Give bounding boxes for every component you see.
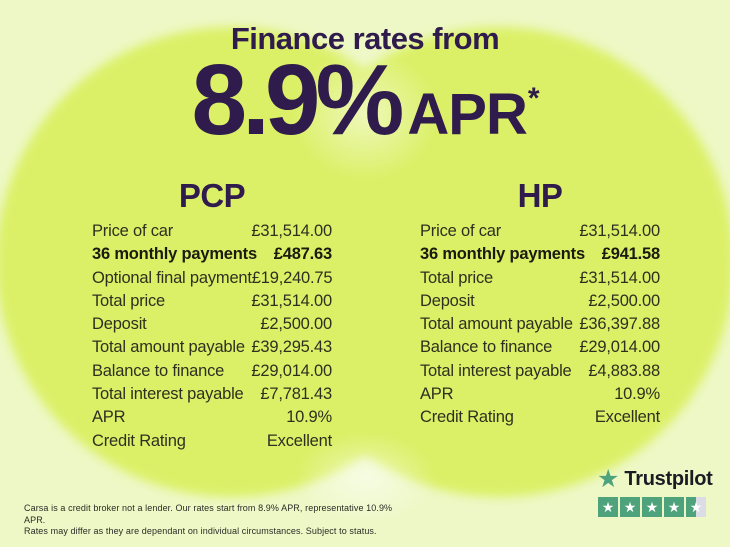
finance-row: Credit Rating Excellent	[420, 408, 660, 431]
trustpilot-star-icon: ★	[597, 465, 620, 493]
finance-row: Total price £31,514.00	[420, 269, 660, 292]
finance-row-label: APR	[420, 385, 454, 404]
finance-row-label: Total amount payable	[92, 338, 245, 357]
finance-row-label: Price of car	[420, 222, 502, 240]
finance-row-value: £31,514.00	[251, 291, 332, 310]
finance-row-label: 36 monthly payments	[92, 245, 257, 264]
finance-row-value: £2,500.00	[260, 315, 332, 334]
rating-star: ★	[620, 497, 640, 517]
hp-column: HP Price of car £31,514.00 36 monthly paym…	[420, 178, 660, 432]
finance-row-value: £19,240.75	[251, 268, 333, 287]
finance-row-label: Total price	[92, 291, 166, 310]
finance-row-label: Credit Rating	[420, 408, 514, 427]
rate-value: 8.9%	[191, 44, 404, 156]
finance-row-label: Balance to finance	[420, 338, 553, 357]
finance-row: APR 10.9%	[420, 385, 660, 408]
finance-row: Price of car £31,514.00	[92, 222, 332, 245]
finance-row: 36 monthly payments £487.63	[92, 245, 332, 268]
hp-heading: HP	[517, 177, 563, 214]
finance-row: Balance to finance £29,014.00	[92, 362, 332, 385]
pcp-heading: PCP	[178, 177, 246, 214]
rate-asterisk: *	[527, 82, 540, 115]
finance-row-label: Price of car	[92, 222, 174, 240]
finance-row-value: £7,781.43	[260, 385, 332, 404]
finance-row: Total amount payable £39,295.43	[92, 338, 332, 361]
finance-row-label: Deposit	[420, 291, 475, 310]
finance-row-value: 10.9%	[614, 385, 660, 404]
finance-row-value: £4,883.88	[588, 361, 660, 380]
finance-row: Total amount payable £36,397.88	[420, 315, 660, 338]
finance-row-value: Excellent	[266, 431, 332, 450]
finance-row-label: Credit Rating	[92, 431, 186, 450]
rating-star: ★	[664, 497, 684, 517]
finance-row-value: £39,295.43	[251, 338, 332, 357]
finance-row: Total price £31,514.00	[92, 292, 332, 315]
finance-row-label: Total amount payable	[420, 315, 573, 334]
pcp-column: PCP Price of car £31,514.00 36 monthly pay…	[92, 177, 333, 455]
disclaimer-line-1: Carsa is a credit broker not a lender. O…	[24, 503, 393, 525]
finance-row-value: Excellent	[594, 408, 660, 427]
banner-title: Finance rates from	[230, 21, 500, 56]
finance-row-label: Total interest payable	[420, 361, 572, 380]
apr-text: APR	[407, 82, 527, 147]
finance-row-label: Total interest payable	[92, 385, 244, 404]
disclaimer: Carsa is a credit broker not a lender. O…	[24, 503, 404, 538]
finance-row-value: £2,500.00	[588, 291, 660, 310]
finance-row-value: £31,514.00	[251, 222, 332, 240]
rating-star-half: ★	[686, 497, 706, 517]
finance-row-value: £31,514.00	[579, 222, 660, 240]
disclaimer-line-2: Rates may differ as they are dependant o…	[24, 526, 377, 536]
trustpilot-logo: ★ Trustpilot	[597, 467, 713, 492]
finance-row: Optional final payment £19,240.75	[92, 268, 333, 292]
finance-row: APR 10.9%	[92, 408, 332, 431]
trustpilot-widget[interactable]: ★ Trustpilot ★ ★ ★ ★ ★	[597, 467, 713, 517]
trustpilot-brand: Trustpilot	[624, 468, 713, 490]
finance-row: Total interest payable £7,781.43	[92, 385, 332, 408]
finance-row-value: 10.9%	[286, 408, 332, 427]
finance-row-label: 36 monthly payments	[420, 245, 585, 264]
finance-row-label: Balance to finance	[92, 361, 225, 380]
finance-row: Deposit £2,500.00	[92, 315, 332, 338]
finance-row-value: £36,397.88	[579, 315, 660, 334]
finance-row: Total interest payable £4,883.88	[420, 362, 660, 385]
finance-row: Deposit £2,500.00	[420, 292, 660, 315]
rating-star: ★	[642, 497, 662, 517]
finance-row-label: Total price	[420, 268, 494, 287]
finance-row-label: Optional final payment	[92, 268, 252, 287]
pcp-table: Price of car £31,514.00 36 monthly payment…	[92, 222, 333, 455]
finance-row-value: £29,014.00	[579, 338, 660, 357]
rating-star: ★	[598, 497, 618, 517]
headline-rate: 8.9% APR*	[0, 50, 730, 150]
finance-row-label: Deposit	[92, 315, 147, 334]
finance-row: Balance to finance £29,014.00	[420, 338, 660, 361]
trustpilot-rating-stars: ★ ★ ★ ★ ★	[598, 497, 713, 517]
finance-row: Price of car £31,514.00	[420, 222, 660, 245]
finance-row-value: £941.58	[601, 245, 660, 264]
finance-row: 36 monthly payments £941.58	[420, 245, 660, 268]
rate-apr-label: APR*	[407, 84, 539, 144]
finance-row-value: £31,514.00	[579, 268, 660, 287]
finance-row: Credit Rating Excellent	[92, 432, 332, 455]
finance-row-value: £29,014.00	[251, 361, 332, 380]
finance-row-label: APR	[92, 408, 126, 427]
finance-row-value: £487.63	[273, 245, 332, 264]
hp-table: Price of car £31,514.00 36 monthly payment…	[420, 222, 660, 432]
